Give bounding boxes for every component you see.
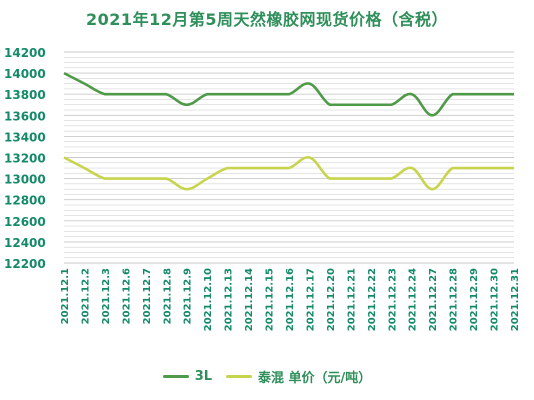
y-tick-label: 14000 — [4, 67, 46, 81]
x-tick-label: 2021.12.15 — [265, 268, 276, 331]
legend-label-thai-mix: 泰混 单价（元/吨） — [258, 371, 372, 386]
y-tick-label: 13000 — [4, 173, 46, 187]
x-tick-label: 2021.12.20 — [326, 268, 337, 331]
y-tick-label: 12600 — [4, 215, 46, 229]
legend-item-thai-mix: 泰混 单价（元/吨） — [226, 367, 371, 386]
chart-title: 2021年12月第5周天然橡胶网现货价格（含税） — [86, 10, 448, 29]
x-tick-label: 2021.12.27 — [428, 268, 439, 331]
x-tick-label: 2021.12.8 — [162, 268, 173, 324]
y-tick-label: 13200 — [4, 152, 46, 166]
x-tick-label: 2021.12.1 — [60, 268, 71, 324]
y-tick-label: 12400 — [4, 236, 46, 250]
x-tick-label: 2021.12.29 — [469, 268, 480, 331]
x-tick-label: 2021.12.24 — [408, 268, 419, 331]
x-tick-label: 2021.12.6 — [121, 268, 132, 324]
x-tick-label: 2021.12.28 — [449, 268, 460, 331]
x-tick-label: 2021.12.17 — [305, 268, 316, 331]
x-tick-label: 2021.12.22 — [367, 268, 378, 331]
x-tick-label: 2021.12.21 — [346, 268, 357, 331]
legend-item-3l: 3L — [162, 369, 213, 384]
x-tick-label: 2021.12.23 — [387, 268, 398, 331]
x-tick-label: 2021.12.2 — [80, 268, 91, 324]
legend-label-3l: 3L — [194, 369, 213, 384]
y-tick-label: 13800 — [4, 88, 46, 102]
y-tick-label: 12800 — [4, 194, 46, 208]
legend-swatch-3l — [162, 375, 189, 378]
y-tick-label: 13400 — [4, 130, 46, 144]
x-tick-label: 2021.12.30 — [490, 268, 501, 331]
x-tick-label: 2021.12.14 — [244, 268, 255, 331]
y-tick-label: 13600 — [4, 109, 46, 123]
x-tick-label: 2021.12.13 — [224, 268, 235, 331]
x-tick-label: 2021.12.31 — [510, 268, 521, 331]
x-tick-label: 2021.12.9 — [183, 268, 194, 324]
legend-swatch-thai-mix — [226, 375, 253, 378]
x-tick-label: 2021.12.16 — [285, 268, 296, 331]
x-tick-label: 2021.12.7 — [142, 268, 153, 324]
y-tick-label: 12200 — [4, 257, 46, 271]
chart-legend: 3L 泰混 单价（元/吨） — [0, 367, 534, 386]
x-tick-label: 2021.12.3 — [101, 268, 112, 324]
y-tick-label: 14200 — [4, 46, 46, 60]
x-tick-label: 2021.12.10 — [203, 268, 214, 331]
